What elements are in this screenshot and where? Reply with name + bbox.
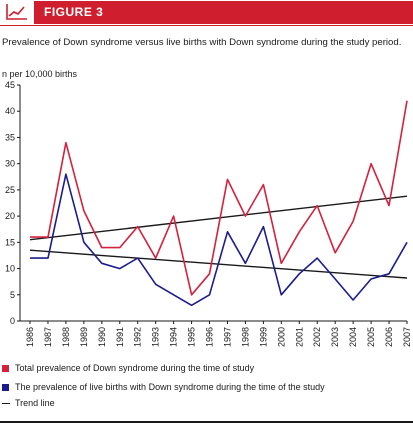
- x-tick-label: 2006: [384, 327, 394, 347]
- legend-swatch-trend: [2, 402, 10, 404]
- legend-swatch-red: [2, 364, 9, 372]
- y-tick-label: 30: [5, 159, 15, 169]
- y-tick-label: 25: [5, 185, 15, 195]
- legend-item-trend: Trend line: [2, 398, 55, 408]
- x-tick-label: 2004: [348, 327, 358, 347]
- x-tick-label: 1997: [222, 327, 232, 347]
- bottom-rule: [0, 421, 413, 423]
- trend-line-1: [29, 195, 408, 241]
- legend-label-live-births: The prevalence of live births with Down …: [15, 382, 325, 392]
- y-tick-label: 15: [5, 237, 15, 247]
- legend-swatch-blue: [2, 383, 9, 391]
- legend-label-trend: Trend line: [15, 398, 55, 408]
- x-tick-label: 2003: [330, 327, 340, 347]
- y-axis-label: n per 10,000 births: [2, 69, 78, 79]
- figure-header-bar: [34, 1, 413, 24]
- legend-item-live-births: The prevalence of live births with Down …: [2, 382, 325, 392]
- y-tick-label: 20: [5, 211, 15, 221]
- figure-header: FIGURE 3: [0, 0, 413, 24]
- line-chart: 0 5 10 15 20 25 30 35 40 45 1986 1987 1988 1989 1990 19…: [5, 80, 412, 347]
- y-tick-label: 0: [10, 316, 15, 326]
- x-tick-label: 1986: [25, 327, 35, 347]
- x-tick-label: 2001: [294, 327, 304, 347]
- x-tick-label: 1991: [115, 327, 125, 347]
- y-tick-label: 35: [5, 132, 15, 142]
- figure-caption: Prevalence of Down syndrome versus live …: [2, 37, 402, 48]
- figure-label: FIGURE 3: [44, 5, 104, 19]
- x-tick-label: 2005: [366, 327, 376, 347]
- x-tick-label: 1998: [240, 327, 250, 347]
- x-tick-label: 1994: [169, 327, 179, 347]
- y-tick-label: 5: [10, 290, 15, 300]
- x-tick-label: 1987: [43, 327, 53, 347]
- x-tick-label: 1989: [79, 327, 89, 347]
- x-tick-label: 1995: [187, 327, 197, 347]
- x-tick-label: 1990: [97, 327, 107, 347]
- x-tick-label: 2007: [402, 327, 412, 347]
- x-tick-label: 2002: [312, 327, 322, 347]
- y-tick-label: 10: [5, 264, 15, 274]
- x-tick-label: 1999: [258, 327, 268, 347]
- y-tick-label: 45: [5, 80, 15, 90]
- x-tick-label: 2000: [276, 327, 286, 347]
- x-tick-label: 1993: [151, 327, 161, 347]
- x-tick-label: 1996: [205, 327, 215, 347]
- header-rule: [0, 25, 413, 26]
- y-tick-label: 40: [5, 106, 15, 116]
- legend-item-total: Total prevalence of Down syndrome during…: [2, 363, 254, 373]
- series-line-live-births: [30, 173, 408, 307]
- series-line-total: [30, 100, 408, 296]
- line-chart-icon: [6, 4, 27, 20]
- legend-label-total: Total prevalence of Down syndrome during…: [15, 363, 255, 373]
- x-tick-label: 1992: [133, 327, 143, 347]
- x-tick-label: 1988: [61, 327, 71, 347]
